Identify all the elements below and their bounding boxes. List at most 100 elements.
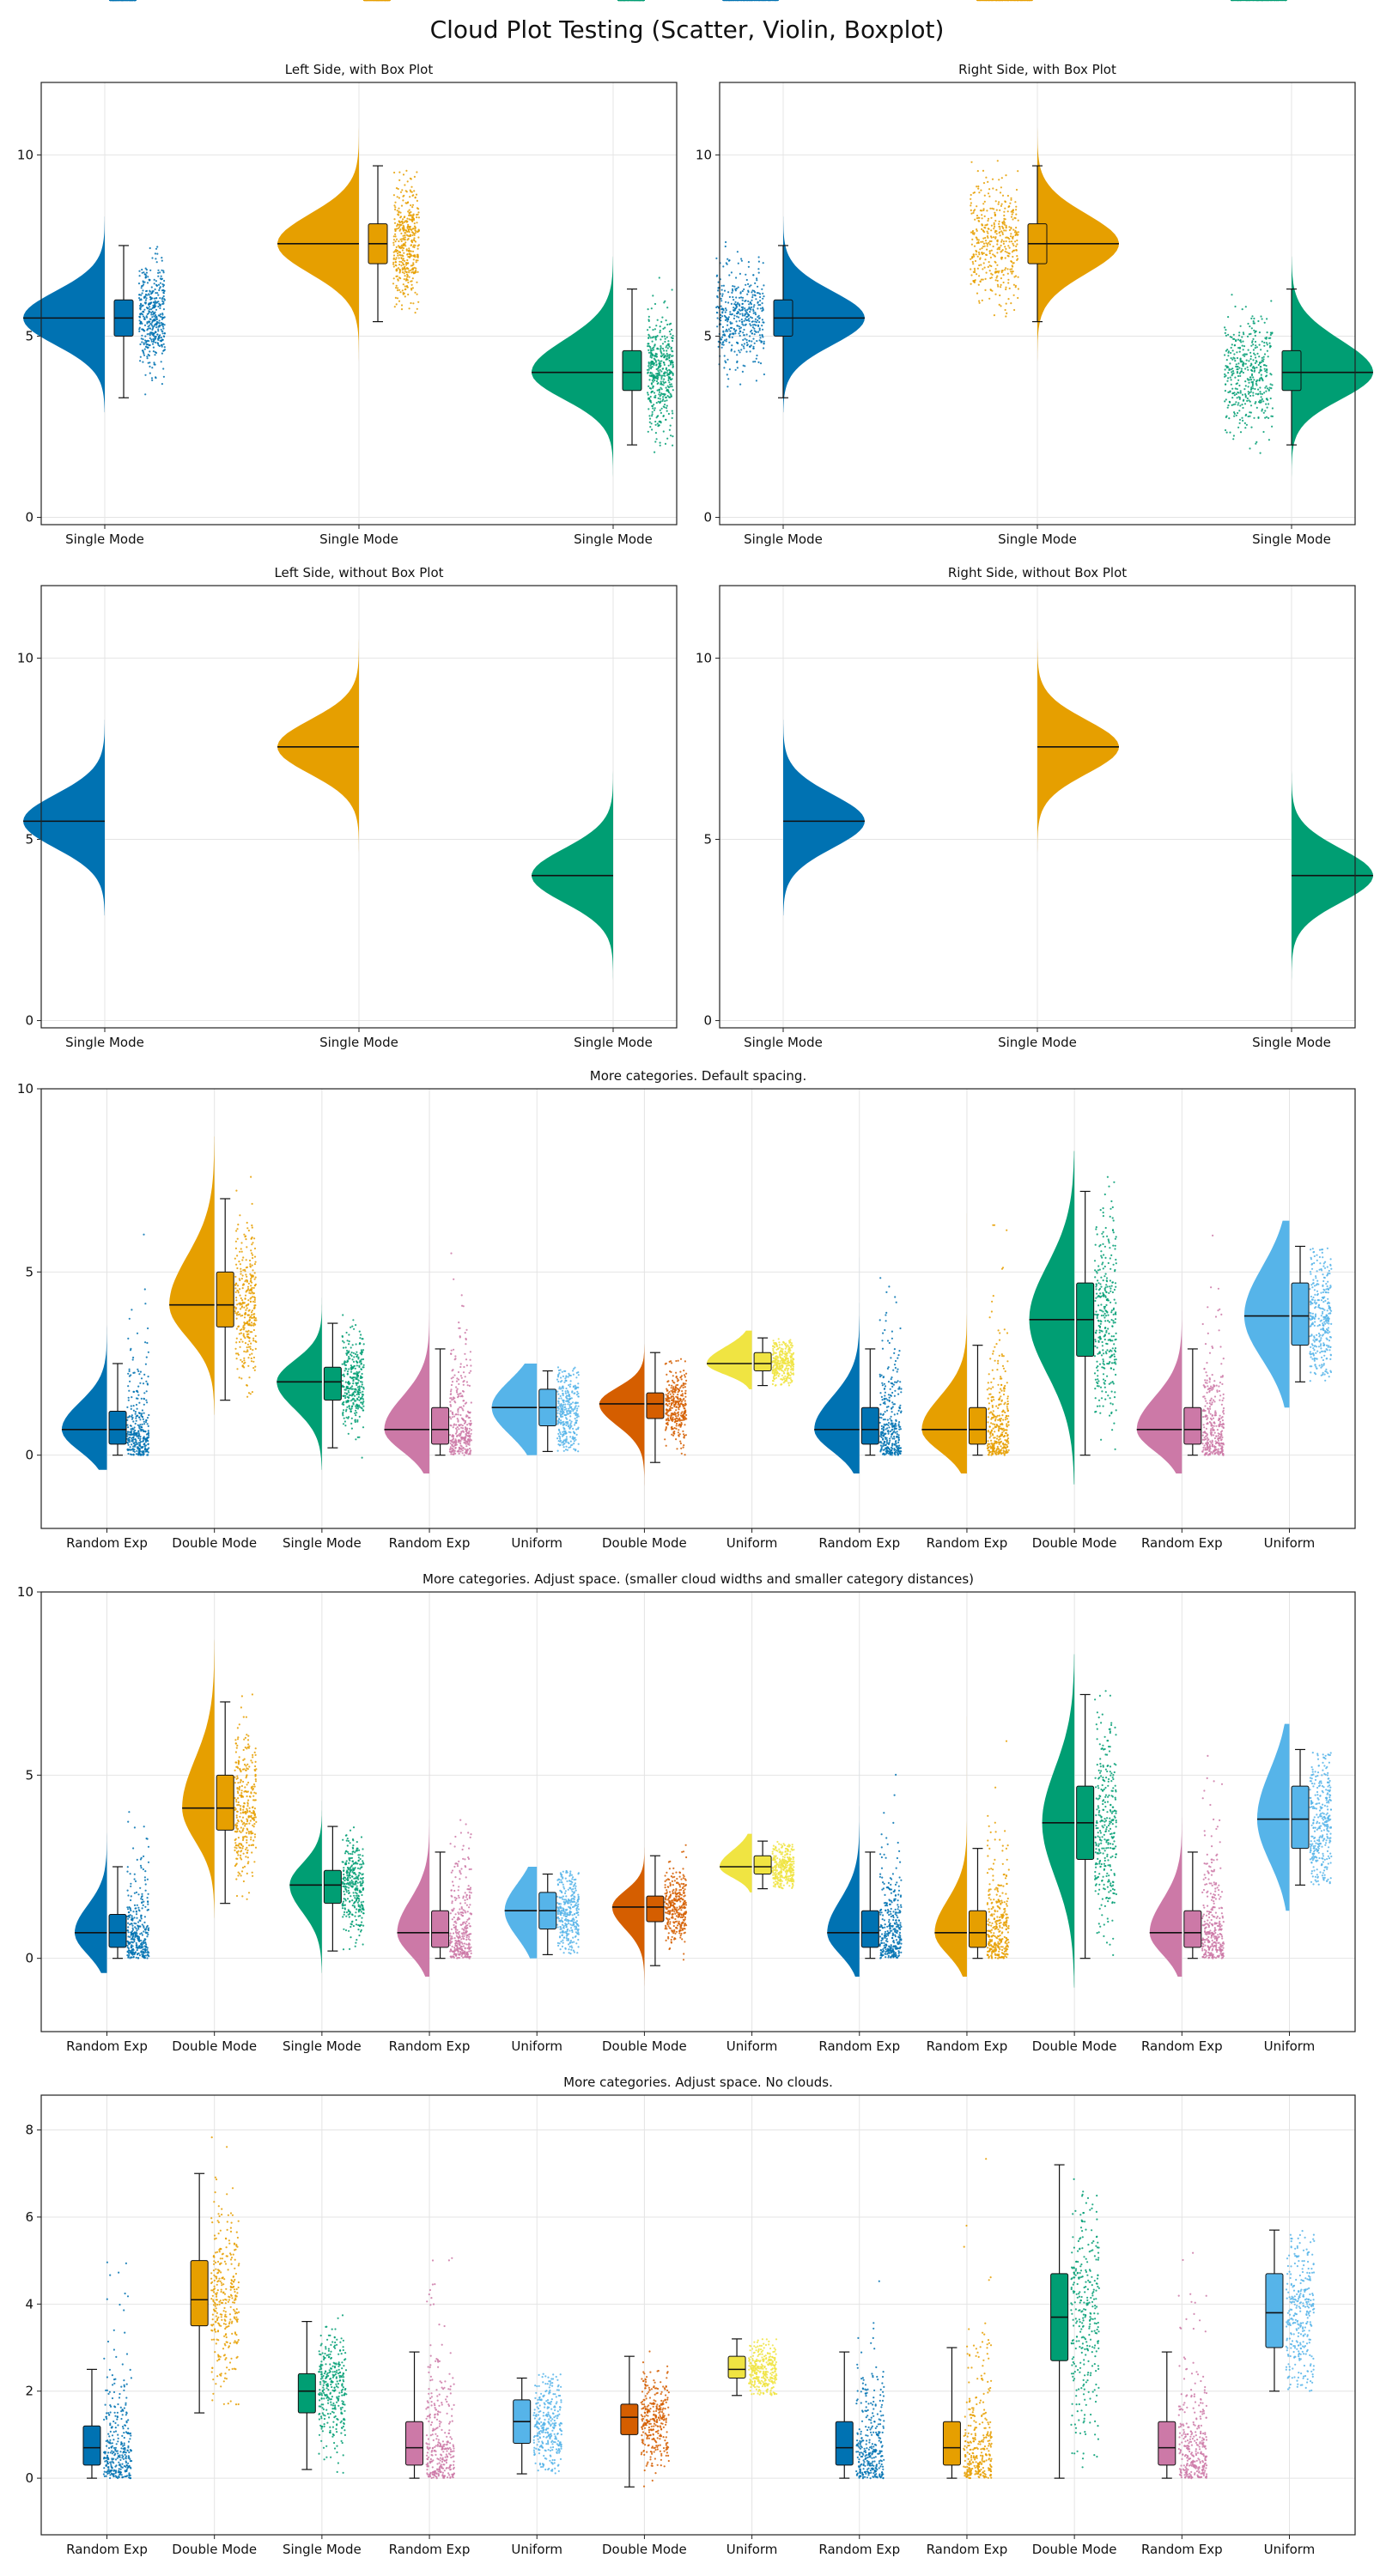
scatter-point: [1270, 300, 1273, 302]
scatter-point: [1008, 228, 1011, 232]
scatter-point: [663, 301, 666, 304]
scatter-point: [398, 229, 401, 232]
scatter-point: [651, 413, 654, 416]
scatter-point: [667, 389, 670, 392]
scatter-point: [1008, 226, 1011, 228]
scatter-point: [751, 294, 754, 296]
scatter-point: [977, 220, 980, 222]
scatter-point: [743, 347, 745, 349]
scatter-point: [988, 243, 991, 246]
scatter-point: [403, 278, 405, 281]
scatter-point: [1244, 362, 1247, 365]
scatter-point: [395, 287, 398, 289]
scatter-point: [392, 244, 395, 246]
scatter-point: [982, 169, 985, 172]
scatter-point: [161, 257, 163, 259]
scatter-point: [974, 259, 977, 263]
scatter-point: [668, 345, 671, 348]
scatter-point: [647, 393, 649, 396]
scatter-point: [159, 277, 161, 280]
scatter-point: [1243, 353, 1246, 355]
scatter-point: [666, 437, 669, 440]
scatter-point: [1001, 233, 1004, 235]
scatter-point: [157, 338, 160, 341]
scatter-point: [416, 222, 418, 224]
scatter-point: [1261, 340, 1263, 343]
violin-half: [1292, 256, 1373, 485]
scatter-point: [413, 244, 416, 246]
scatter-point: [757, 268, 760, 270]
scatter-point: [659, 395, 661, 398]
scatter-point: [1249, 404, 1253, 407]
scatter-point: [985, 271, 988, 274]
scatter-point: [751, 320, 753, 323]
scatter-point: [662, 396, 665, 398]
scatter-point: [401, 222, 404, 225]
scatter-point: [1010, 228, 1012, 230]
scatter-point: [1232, 434, 1235, 437]
scatter-point: [668, 323, 671, 325]
scatter-point: [1252, 392, 1255, 394]
scatter-point: [405, 278, 408, 281]
scatter-point: [161, 313, 164, 316]
scatter-point: [406, 252, 409, 256]
scatter-point: [1237, 411, 1239, 415]
scatter-point: [144, 393, 147, 396]
scatter-point: [982, 237, 985, 240]
scatter-point: [976, 267, 979, 270]
scatter-point: [734, 330, 737, 333]
scatter-point: [1260, 366, 1262, 368]
scatter-point: [1237, 402, 1240, 404]
scatter-point: [396, 268, 398, 270]
scatter-point: [149, 278, 151, 282]
scatter-point: [647, 337, 650, 339]
scatter-point: [723, 334, 727, 337]
scatter-point: [1229, 362, 1231, 365]
scatter-point: [139, 360, 142, 362]
scatter-point: [403, 227, 405, 229]
scatter-point: [417, 236, 420, 239]
scatter-point: [145, 269, 148, 271]
scatter-point: [1271, 384, 1274, 386]
scatter-point: [415, 259, 417, 262]
violin-half: [1037, 114, 1119, 362]
category-group: [1231, 0, 1373, 988]
scatter-point: [408, 247, 410, 250]
scatter-point: [1004, 246, 1006, 248]
scatter-point: [1255, 361, 1258, 363]
scatter-point: [650, 401, 653, 404]
scatter-point: [1233, 353, 1236, 355]
scatter-point: [654, 338, 657, 341]
y-tick-label: 10: [696, 147, 712, 162]
scatter-point: [1258, 331, 1261, 334]
scatter-point: [1249, 376, 1252, 379]
scatter-point: [1250, 373, 1254, 375]
scatter-point: [163, 332, 166, 335]
scatter-point: [162, 301, 165, 303]
scatter-point: [1015, 213, 1018, 216]
scatter-point: [998, 179, 1000, 181]
scatter-point: [1004, 218, 1006, 221]
scatter-point: [652, 374, 654, 376]
scatter-point: [750, 316, 752, 319]
scatter-point: [1255, 330, 1257, 332]
scatter-point: [1262, 411, 1265, 414]
scatter-point: [647, 361, 650, 364]
scatter-point: [152, 346, 155, 349]
scatter-point: [650, 387, 653, 390]
scatter-point: [1224, 326, 1226, 329]
violin-half: [277, 114, 359, 362]
scatter-point: [393, 222, 397, 224]
scatter-point: [1241, 344, 1243, 347]
scatter-point: [672, 363, 674, 366]
scatter-point: [759, 295, 762, 299]
scatter-point: [734, 289, 738, 292]
scatter-point: [416, 255, 419, 258]
scatter-point: [1000, 286, 1002, 289]
scatter-point: [1227, 372, 1230, 374]
scatter-point: [403, 221, 405, 223]
scatter-point: [1260, 376, 1262, 379]
scatter-point: [720, 289, 723, 291]
scatter-point: [745, 278, 748, 282]
